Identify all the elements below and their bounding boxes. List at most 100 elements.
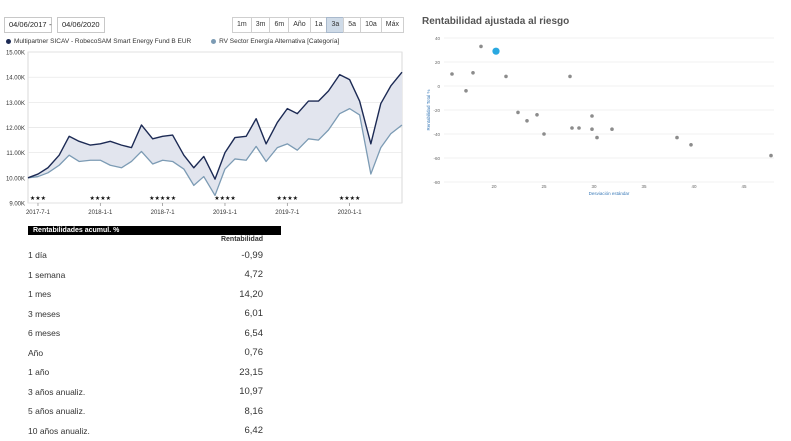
scatter-point[interactable] [769,153,773,158]
x-tick-label: 2019-1-1 [213,210,238,216]
scatter-point[interactable] [675,135,679,140]
scatter-x-tick-label: 40 [691,184,697,189]
scatter-x-tick-label: 30 [591,184,597,189]
x-tick-label: 2017-7-1 [26,210,51,216]
row-label: 6 meses [28,328,61,338]
table-row: 1 mes 14,20 [28,284,263,304]
scatter-point[interactable] [595,135,599,140]
scatter-y-tick-label: -60 [433,156,440,161]
series-line-0 [27,71,403,180]
scatter-y-axis-label: Rentabilidad Total % [426,90,431,131]
returns-table-title: Rentabilidades acumul. % [28,226,281,235]
scatter-point[interactable] [590,127,594,131]
row-value: 0,76 [244,347,264,358]
scatter-y-tick-label: -80 [433,180,440,185]
scatter-point[interactable] [479,44,483,49]
scatter-point[interactable] [450,72,454,76]
y-tick-label: 14.00K [6,76,25,82]
range-button-4[interactable]: 1a [309,17,328,33]
row-value: 6,01 [244,308,264,319]
scatter-x-tick-label: 45 [741,184,747,189]
legend-item-fund[interactable]: Multipartner SICAV - RobecoSAM Smart Ene… [6,38,191,45]
row-label: 1 mes [28,289,52,299]
series-line-1 [27,107,403,197]
scatter-point[interactable] [577,126,581,130]
rating-stars-label: ★★★★ [90,195,112,202]
scatter-point[interactable] [689,143,693,147]
table-row: 10 años anualiz. 6,42 [28,421,263,441]
start-date-input[interactable]: 04/06/2017 [4,17,52,33]
scatter-point[interactable] [570,126,574,130]
end-date-input[interactable]: 04/06/2020 [57,17,105,33]
table-row: 1 día -0,99 [28,245,263,265]
rating-stars-label: ★★★★ [339,195,361,202]
row-value: 23,15 [239,366,263,378]
returns-table-column-header: Rentabilidad [220,236,263,243]
table-row: Año 0,76 [28,343,263,363]
range-button-0[interactable]: 1m [232,17,252,33]
x-tick-label: 2018-7-1 [151,210,176,216]
scatter-x-axis-label: Desviación estándar [589,191,630,196]
scatter-point-highlight[interactable] [492,47,500,55]
y-tick-label: 9.00K [9,202,25,208]
scatter-y-tick-label: -40 [433,132,440,137]
scatter-x-tick-label: 25 [541,184,547,189]
row-label: 1 día [28,250,47,260]
range-button-6[interactable]: 5a [343,17,362,33]
rating-stars-label: ★★★★ [277,195,299,202]
row-value: 8,16 [244,405,264,417]
legend-label: Multipartner SICAV - RobecoSAM Smart Ene… [14,38,192,45]
row-label: 10 años anualiz. [28,425,90,436]
legend-label: RV Sector Energía Alternativa [Categoría… [219,38,340,45]
x-tick-label: 2018-1-1 [88,210,113,216]
performance-line-chart: 9.00K 10.00K 11.00K 12.00K 13.00K 14.00K 15.00… [6,51,403,216]
rating-stars-label: ★★★★ [214,195,236,202]
legend-dot-icon [211,38,217,44]
table-row: 3 meses 6,01 [28,304,263,324]
scatter-point[interactable] [504,74,508,79]
row-value: -0,99 [241,249,263,261]
scatter-point[interactable] [568,74,572,79]
table-row: 1 año 23,15 [28,362,263,382]
risk-chart-title: Rentabilidad ajustada al riesgo [422,16,570,27]
range-button-3[interactable]: Año [288,17,311,33]
scatter-point[interactable] [542,132,546,136]
scatter-point[interactable] [516,110,520,115]
y-tick-label: 15.00K [6,51,25,57]
row-label: 5 años anualiz. [28,406,86,416]
scatter-point[interactable] [610,127,614,131]
range-button-group: 1m 3m 6m Año 1a 3a 5a 10a Máx [232,17,404,33]
row-label: 1 año [28,367,50,377]
scatter-y-tick-label: -20 [433,108,440,113]
series-gap-fill [28,72,402,196]
row-value: 4,72 [244,269,264,280]
legend-dot-icon [6,38,11,44]
scatter-y-tick-label: 40 [435,36,441,41]
scatter-point[interactable] [464,89,468,93]
legend-item-category[interactable]: RV Sector Energía Alternativa [Categoría… [211,38,339,45]
y-tick-label: 13.00K [6,101,25,107]
x-tick-label: 2020-1-1 [338,210,363,216]
scatter-x-tick-label: 35 [641,184,647,189]
scatter-point[interactable] [471,71,475,75]
row-value: 10,97 [239,386,263,397]
range-button-1[interactable]: 3m [250,17,271,33]
range-button-8[interactable]: Máx [380,17,404,33]
scatter-point[interactable] [590,114,594,118]
row-value: 6,54 [244,327,264,339]
rating-stars-label: ★★★ [30,195,46,202]
range-button-5[interactable]: 3a [326,17,345,33]
y-tick-label: 11.00K [6,151,25,157]
range-button-2[interactable]: 6m [269,17,290,33]
scatter-y-tick-label: 20 [435,60,441,65]
y-tick-label: 10.00K [6,176,25,182]
scatter-point[interactable] [525,119,529,123]
table-row: 3 años anualiz. 10,97 [28,382,263,402]
row-value: 14,20 [239,288,263,300]
x-tick-label: 2019-7-1 [275,210,300,216]
scatter-point[interactable] [535,113,539,117]
y-tick-label: 12.00K [6,126,25,132]
range-button-7[interactable]: 10a [360,17,382,33]
chart-legend: Multipartner SICAV - RobecoSAM Smart Ene… [6,38,357,45]
table-row: 5 años anualiz. 8,16 [28,401,263,421]
